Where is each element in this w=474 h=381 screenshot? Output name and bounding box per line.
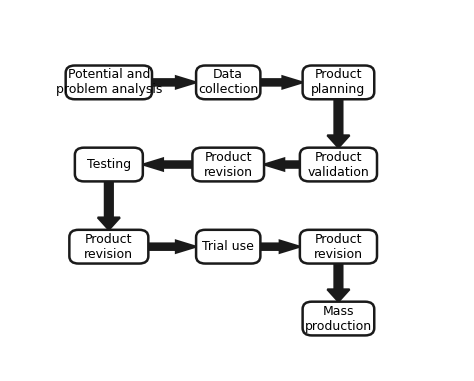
Polygon shape — [328, 264, 349, 302]
Text: Potential and
problem analysis: Potential and problem analysis — [55, 69, 162, 96]
FancyBboxPatch shape — [192, 148, 264, 181]
Text: Product
planning: Product planning — [311, 69, 365, 96]
FancyBboxPatch shape — [302, 302, 374, 335]
Polygon shape — [264, 158, 300, 171]
FancyBboxPatch shape — [300, 148, 377, 181]
Text: Data
collection: Data collection — [198, 69, 258, 96]
FancyBboxPatch shape — [300, 230, 377, 264]
FancyBboxPatch shape — [196, 230, 260, 264]
FancyBboxPatch shape — [302, 66, 374, 99]
Text: Testing: Testing — [87, 158, 131, 171]
Polygon shape — [148, 240, 196, 253]
Text: Mass
production: Mass production — [305, 304, 372, 333]
Polygon shape — [98, 181, 120, 230]
Text: Product
validation: Product validation — [308, 150, 369, 179]
FancyBboxPatch shape — [75, 148, 143, 181]
Text: Product
revision: Product revision — [314, 233, 363, 261]
Polygon shape — [143, 158, 192, 171]
Polygon shape — [260, 76, 302, 88]
Polygon shape — [328, 99, 349, 148]
FancyBboxPatch shape — [69, 230, 148, 264]
FancyBboxPatch shape — [196, 66, 260, 99]
Polygon shape — [152, 76, 196, 88]
Text: Trial use: Trial use — [202, 240, 254, 253]
FancyBboxPatch shape — [66, 66, 152, 99]
Text: Product
revision: Product revision — [204, 150, 253, 179]
Text: Product
revision: Product revision — [84, 233, 133, 261]
Polygon shape — [260, 240, 300, 253]
